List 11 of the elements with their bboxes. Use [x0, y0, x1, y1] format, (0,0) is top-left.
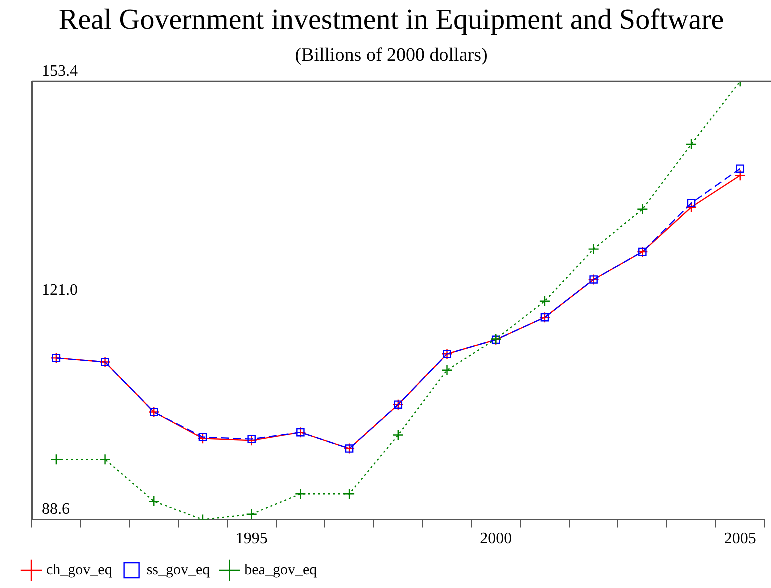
- x-tick-label: 2000: [480, 530, 512, 548]
- x-tick-label: 2005: [724, 530, 756, 548]
- chart-subtitle: (Billions of 2000 dollars): [295, 45, 488, 66]
- legend-label: ss_gov_eq: [146, 562, 211, 578]
- legend-label: bea_gov_eq: [244, 562, 318, 578]
- y-tick-label: 121.0: [42, 282, 78, 299]
- chart-title: Real Government investment in Equipment and Software: [58, 4, 724, 36]
- y-tick-label: 88.6: [42, 501, 70, 518]
- y-tick-label: 153.4: [42, 62, 78, 80]
- x-tick-label: 1995: [236, 530, 268, 548]
- legend-label: ch_gov_eq: [46, 562, 113, 578]
